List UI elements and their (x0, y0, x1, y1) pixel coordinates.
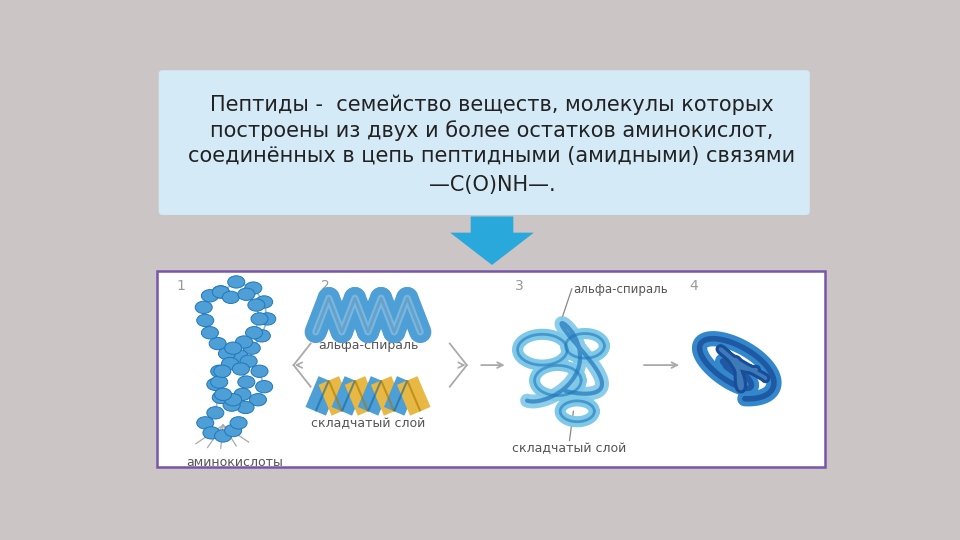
Text: построены из двух и более остатков аминокислот,: построены из двух и более остатков амино… (210, 120, 774, 141)
Text: 2: 2 (322, 279, 330, 293)
Ellipse shape (253, 330, 271, 342)
Ellipse shape (237, 401, 254, 414)
Ellipse shape (255, 296, 273, 308)
Text: альфа-спираль: альфа-спираль (573, 283, 668, 296)
Text: складчатый слой: складчатый слой (513, 442, 627, 455)
Ellipse shape (248, 299, 265, 311)
Ellipse shape (225, 342, 242, 354)
Text: складчатый слой: складчатый слой (311, 417, 425, 430)
Ellipse shape (206, 378, 224, 390)
Ellipse shape (230, 417, 247, 429)
Text: —C(O)NH—.: —C(O)NH—. (429, 175, 555, 195)
Ellipse shape (222, 357, 239, 370)
Ellipse shape (232, 363, 250, 375)
Ellipse shape (238, 288, 254, 300)
Ellipse shape (202, 327, 219, 339)
Text: альфа-спираль: альфа-спираль (318, 339, 419, 352)
Ellipse shape (251, 313, 268, 325)
Ellipse shape (197, 417, 214, 429)
Ellipse shape (255, 381, 273, 393)
Ellipse shape (259, 313, 276, 325)
Text: аминокислоты: аминокислоты (186, 456, 283, 469)
Text: 3: 3 (516, 279, 524, 293)
Ellipse shape (225, 394, 242, 406)
Ellipse shape (210, 365, 228, 377)
FancyBboxPatch shape (158, 70, 809, 215)
Ellipse shape (214, 388, 231, 401)
Ellipse shape (240, 355, 257, 367)
Ellipse shape (209, 338, 227, 350)
Ellipse shape (251, 365, 268, 377)
Ellipse shape (212, 286, 229, 298)
Text: Пептиды -  семейство веществ, молекулы которых: Пептиды - семейство веществ, молекулы ко… (210, 94, 774, 114)
Ellipse shape (214, 365, 230, 377)
Ellipse shape (206, 407, 224, 419)
Text: 4: 4 (689, 279, 698, 293)
Ellipse shape (202, 289, 219, 302)
Ellipse shape (223, 399, 240, 411)
Ellipse shape (246, 327, 263, 339)
Ellipse shape (228, 276, 245, 288)
Ellipse shape (223, 291, 239, 303)
Text: 1: 1 (177, 279, 185, 293)
Ellipse shape (225, 424, 242, 437)
Ellipse shape (210, 376, 228, 388)
Ellipse shape (197, 314, 214, 327)
Ellipse shape (235, 336, 252, 348)
Ellipse shape (230, 350, 248, 362)
Ellipse shape (195, 301, 212, 314)
Ellipse shape (219, 347, 235, 360)
FancyBboxPatch shape (157, 271, 826, 467)
Polygon shape (450, 217, 534, 265)
Ellipse shape (212, 392, 229, 403)
Text: соединённых в цепь пептидными (амидными) связями: соединённых в цепь пептидными (амидными)… (188, 146, 796, 166)
Ellipse shape (214, 430, 231, 442)
Ellipse shape (238, 376, 254, 388)
Ellipse shape (243, 342, 260, 354)
Ellipse shape (212, 286, 229, 298)
Ellipse shape (245, 282, 262, 294)
Ellipse shape (203, 427, 220, 439)
Ellipse shape (250, 394, 267, 406)
Ellipse shape (234, 388, 251, 401)
